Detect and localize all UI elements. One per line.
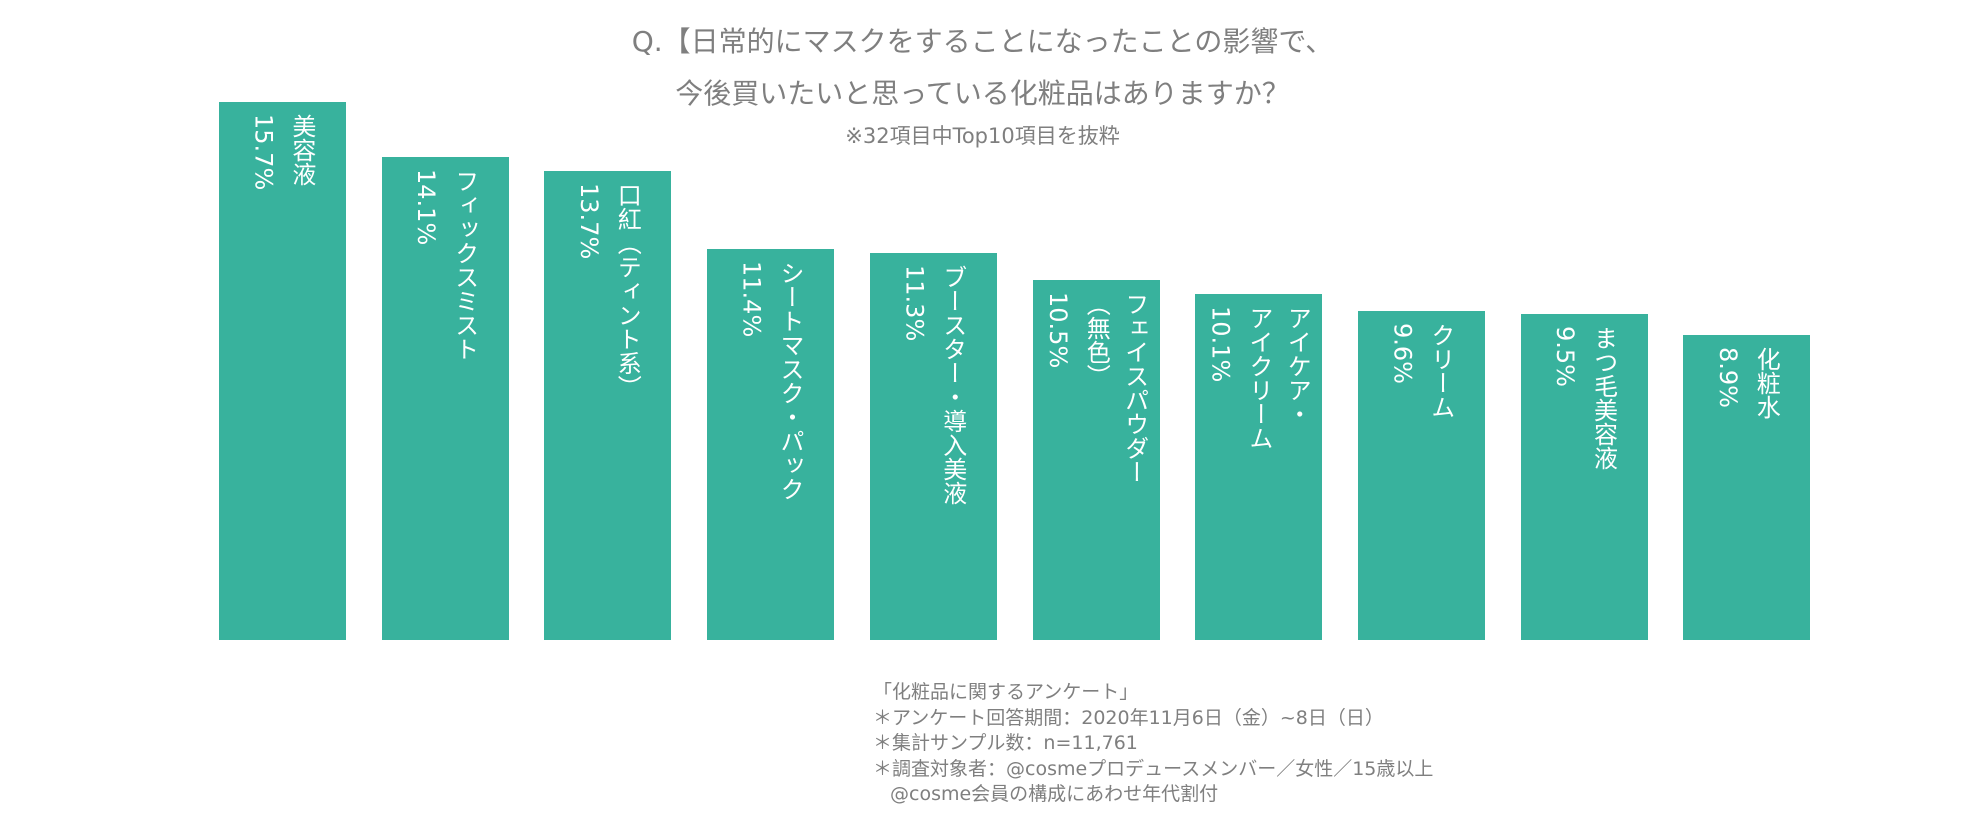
label-group: ブースター・導入美液 11.3% [895,265,972,505]
label-group: 美容液 15.7% [244,114,321,190]
category-label: ブースター・導入美液 [938,264,967,505]
label-group: 化粧水 8.9% [1708,347,1785,419]
category-label: クリーム [1426,323,1455,420]
footnote: ＊アンケート回答期間：2020年11月6日（金）~8日（日） [873,706,1384,729]
bar-label: フェイスパウダー （無色） 10.5% [1033,292,1160,484]
bar [1357,311,1485,640]
bar [707,249,835,640]
bar [1683,335,1811,640]
label-group: フィックスミスト 14.1% [407,169,484,361]
label-group: アイケア・ アイクリーム 10.1% [1201,306,1316,450]
bar-label: 美容液 15.7% [219,114,346,190]
chart-title: Q.【日常的にマスクをすることになったことの影響で、 [631,25,1334,58]
category-label: 化粧水 [1752,347,1781,420]
value-label: 11.3% [900,264,929,342]
bar-label: フィックスミスト 14.1% [382,169,509,361]
bar-label: まつ毛美容液 9.5% [1521,326,1648,470]
bar [544,170,672,640]
value-label: 10.1% [1206,305,1235,383]
value-label: 10.5% [1043,292,1072,369]
label-group: クリーム 9.6% [1383,323,1460,419]
label-group: シートマスク・パック 11.4% [732,261,809,501]
bar-label: クリーム 9.6% [1358,323,1485,419]
chart-title: 今後買いたいと思っている化粧品はありますか？ [675,77,1290,110]
footnote: ＊調査対象者：@cosmeプロデュースメンバー／女性／15歳以上 [873,757,1434,780]
footnote: @cosme会員の構成にあわせ年代割付 [890,783,1219,805]
category-label: フェイスパウダー （無色） [1082,292,1149,485]
value-label: 15.7% [249,114,278,191]
value-label: 9.5% [1551,326,1580,388]
chart-subtitle: ※32項目中Top10項目を抜粋 [845,124,1120,148]
bar [1520,314,1648,640]
category-label: まつ毛美容液 [1589,326,1618,471]
value-label: 9.6% [1388,323,1417,385]
footnote: 「化粧品に関するアンケート」 [873,681,1139,703]
bar [869,252,997,640]
category-label: フィックスミスト [450,168,479,361]
bar-label: アイケア・ アイクリーム 10.1% [1195,306,1322,450]
bar-label: 化粧水 8.9% [1683,347,1810,419]
category-label: シートマスク・パック [775,261,804,502]
label-group: 口紅（ティント系） 13.7% [570,183,647,399]
bar-label: ブースター・導入美液 11.3% [870,265,997,505]
label-group: フェイスパウダー （無色） 10.5% [1038,292,1153,484]
bar [381,156,509,640]
value-label: 8.9% [1713,347,1742,408]
category-label: 口紅（ティント系） [613,182,642,399]
label-group: まつ毛美容液 9.5% [1546,326,1623,470]
bar [1032,280,1160,640]
footnote: ＊集計サンプル数：n=11,761 [873,732,1138,754]
category-label: 美容液 [287,114,316,186]
bar-label: 口紅（ティント系） 13.7% [544,183,671,399]
value-label: 11.4% [737,261,766,338]
category-label: アイケア・ アイクリーム [1244,305,1312,450]
bar [1195,293,1323,640]
bar-label: シートマスク・パック 11.4% [707,261,834,501]
value-label: 14.1% [412,168,441,246]
bar [219,102,346,640]
value-label: 13.7% [574,182,603,259]
